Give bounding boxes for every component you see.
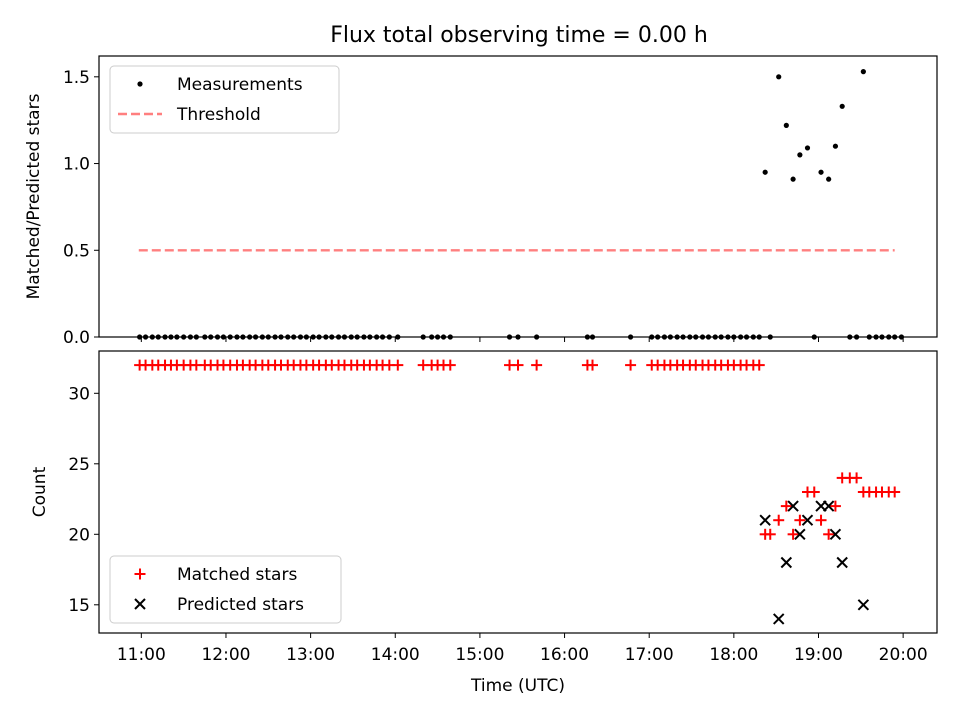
y-tick-label: 1.5 xyxy=(63,68,90,88)
x-tick-label: 18:00 xyxy=(709,645,758,665)
plot-area xyxy=(134,359,901,625)
matched-star-marker xyxy=(829,500,841,512)
x-tick-label: 20:00 xyxy=(879,645,928,665)
y-axis-label: Count xyxy=(30,466,50,517)
predicted-star-marker xyxy=(794,528,806,541)
measurement-point xyxy=(804,145,811,151)
measurement-point xyxy=(826,176,832,182)
matched-star-marker xyxy=(889,486,901,498)
matched-star-marker xyxy=(851,472,863,484)
matched-star-marker xyxy=(787,528,799,540)
x-tick-label: 13:00 xyxy=(286,645,335,665)
measurement-point xyxy=(839,103,845,109)
x-tick-label: 16:00 xyxy=(540,645,589,665)
predicted-star-marker xyxy=(829,528,842,541)
matched-star-marker xyxy=(764,528,776,540)
x-axis-label: Time (UTC) xyxy=(470,676,565,696)
x-tick-label: 15:00 xyxy=(455,645,504,665)
matched-star-marker xyxy=(586,359,598,371)
axes-frame xyxy=(98,350,938,634)
y-tick-label: 30 xyxy=(68,384,90,404)
matched-star-marker xyxy=(808,486,820,498)
measurement-point xyxy=(797,152,803,158)
y-tick-label: 0.0 xyxy=(63,328,90,348)
legend-box xyxy=(109,555,342,624)
matched-star-marker xyxy=(392,359,404,371)
legend-label: Threshold xyxy=(176,105,261,125)
matched-star-marker xyxy=(444,359,456,371)
legend-box xyxy=(109,65,340,134)
matched-star-marker xyxy=(753,359,765,371)
matched-star-marker xyxy=(815,514,827,526)
y-tick-label: 1.0 xyxy=(63,155,90,175)
x-tick-label: 11:00 xyxy=(117,645,166,665)
x-tick-label: 14:00 xyxy=(371,645,420,665)
plot-area xyxy=(137,69,905,340)
legend-label: Matched stars xyxy=(177,565,297,585)
measurement-point xyxy=(790,176,796,182)
predicted-star-marker xyxy=(857,599,870,611)
matched-star-marker xyxy=(531,359,543,371)
legend-swatch xyxy=(134,598,146,610)
predicted-star-marker xyxy=(773,613,785,625)
measurement-point xyxy=(776,74,782,80)
axes-frame xyxy=(98,55,938,338)
x-tick-label: 19:00 xyxy=(794,645,843,665)
predicted-star-marker xyxy=(759,514,771,526)
measurement-point xyxy=(860,69,866,75)
measurement-point xyxy=(818,169,824,175)
y-tick-label: 25 xyxy=(68,455,90,475)
matched-star-marker xyxy=(773,514,785,526)
y-tick-label: 20 xyxy=(68,525,90,545)
measurement-point xyxy=(783,122,789,128)
measurement-point xyxy=(832,143,839,149)
x-tick-label: 17:00 xyxy=(625,645,674,665)
predicted-star-marker xyxy=(801,514,814,526)
matched-star-marker xyxy=(625,359,637,371)
legend: Matched stars Predicted stars xyxy=(109,555,342,624)
matched-star-marker xyxy=(512,359,524,371)
predicted-star-marker xyxy=(780,556,793,569)
legend-label: Predicted stars xyxy=(177,595,304,615)
legend-swatch xyxy=(134,568,146,580)
legend-label: Measurements xyxy=(177,75,303,95)
predicted-star-marker xyxy=(836,556,848,569)
matched-star-marker xyxy=(823,528,835,540)
y-axis-label: Matched/Predicted stars xyxy=(24,93,44,299)
top-panel: 0.0 0.5 1.0 1.5 Matched/Predicted stars Measu… xyxy=(24,55,938,348)
matched-star-marker xyxy=(794,514,806,526)
legend: Measurements Threshold xyxy=(109,65,340,134)
y-tick-label: 0.5 xyxy=(63,241,90,261)
measurement-point xyxy=(762,169,768,175)
predicted-star-marker xyxy=(787,500,799,512)
matched-star-marker xyxy=(780,500,792,512)
legend-swatch xyxy=(137,81,143,87)
y-tick-label: 15 xyxy=(68,596,90,616)
chart-title: Flux total observing time = 0.00 h xyxy=(330,23,708,48)
x-tick-label: 12:00 xyxy=(201,645,250,665)
predicted-star-marker xyxy=(822,500,835,512)
bottom-panel: 11:00 12:00 13:00 14:00 15:00 16:00 17:00 18:00… xyxy=(30,350,938,696)
